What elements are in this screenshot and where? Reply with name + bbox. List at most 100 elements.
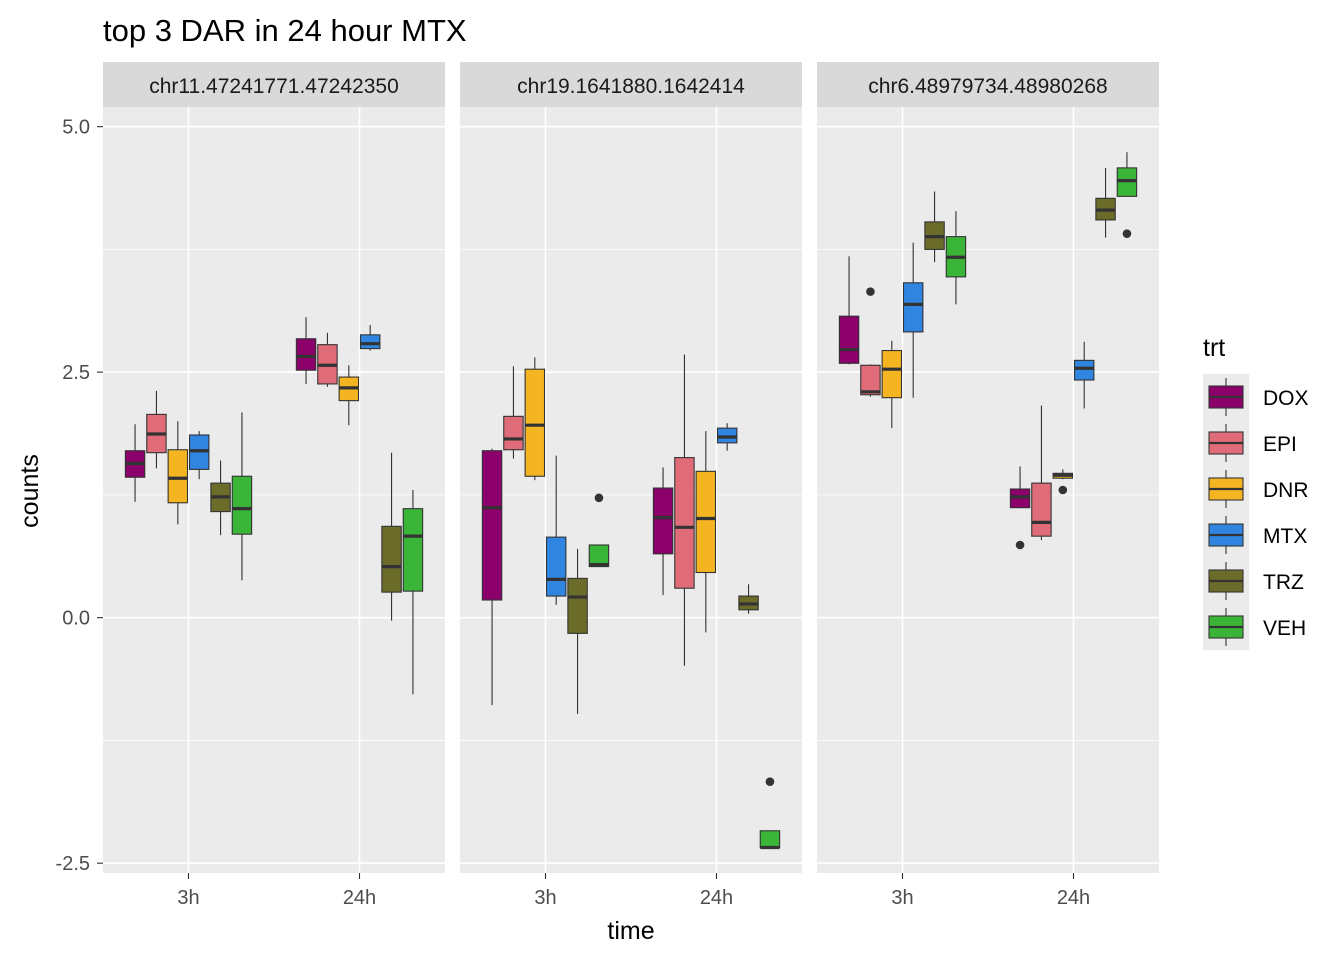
box-trz-3h: [924, 191, 945, 263]
box-dnr-24h: [1052, 469, 1074, 495]
facet-panel-3: chr6.48979734.48980268 3h 24h: [817, 62, 1159, 909]
box-iqr: [1031, 482, 1052, 537]
facet-strip: [460, 62, 802, 107]
box-veh-3h: [231, 412, 253, 581]
box-iqr: [652, 487, 674, 555]
box-iqr: [381, 525, 402, 593]
box-trz-24h: [1095, 167, 1116, 238]
y-axis: -2.5 0.0 2.5 5.0: [56, 117, 103, 875]
panel-background: [460, 107, 802, 873]
legend-label: TRZ: [1263, 571, 1304, 594]
box-iqr: [402, 508, 424, 592]
box-trz-24h: [381, 452, 402, 621]
box-trz-24h: [738, 584, 759, 614]
facet-panel-1: chr11.47241771.47242350 3h 24h: [103, 62, 445, 909]
box-dnr-3h: [524, 357, 546, 481]
outlier-point: [1058, 485, 1068, 495]
x-tick-label: 24h: [1057, 887, 1090, 909]
box-iqr: [359, 334, 381, 350]
y-tick-label: 5.0: [62, 117, 90, 139]
box-dox-24h: [652, 467, 674, 596]
facet-panel-2: chr19.1641880.1642414 3h 24h: [460, 62, 802, 909]
y-tick-label: 0.0: [62, 608, 90, 630]
facet-strip: [817, 62, 1159, 107]
box-iqr: [588, 544, 610, 568]
box-mtx-3h: [188, 431, 210, 480]
panel-background: [103, 107, 445, 873]
box-mtx-24h: [1073, 341, 1095, 409]
box-iqr: [503, 415, 524, 451]
box-veh-3h: [945, 211, 967, 305]
chart-title: top 3 DAR in 24 hour MTX: [103, 13, 467, 48]
x-tick-label: 24h: [700, 887, 733, 909]
legend-item-trz: TRZ: [1208, 562, 1304, 600]
legend-keys: DOX EPI DNR MTX TRZ VEH: [1203, 374, 1309, 650]
legend-key-background: [1203, 374, 1249, 650]
y-tick-label: 2.5: [62, 362, 90, 384]
legend-title: trt: [1203, 334, 1225, 362]
box-dnr-3h: [167, 421, 189, 525]
y-tick-label: -2.5: [56, 853, 90, 875]
legend-label: MTX: [1263, 525, 1307, 548]
legend-label: DOX: [1263, 387, 1309, 410]
box-iqr: [881, 349, 903, 399]
box-mtx-24h: [359, 325, 381, 351]
box-veh-24h: [759, 777, 781, 850]
box-iqr: [524, 368, 546, 477]
box-epi-3h: [860, 287, 881, 397]
box-dnr-24h: [695, 431, 717, 633]
outlier-point: [765, 777, 775, 786]
box-dox-3h: [481, 448, 503, 706]
y-axis-title: counts: [16, 454, 44, 528]
box-iqr: [695, 470, 717, 574]
box-iqr: [567, 577, 588, 634]
box-iqr: [481, 450, 503, 601]
box-veh-24h: [402, 490, 424, 695]
box-iqr: [231, 475, 253, 535]
box-dnr-3h: [881, 340, 903, 429]
box-iqr: [759, 830, 781, 849]
facet-strip: [103, 62, 445, 107]
x-axis-title: time: [607, 917, 654, 945]
box-trz-3h: [210, 460, 231, 536]
box-epi-3h: [503, 366, 524, 459]
x-tick-label: 24h: [343, 887, 376, 909]
facet-strip-label: chr6.48979734.48980268: [868, 75, 1107, 98]
x-tick-label: 3h: [534, 887, 556, 909]
outlier-point: [594, 493, 604, 503]
box-epi-3h: [146, 390, 167, 469]
box-epi-24h: [1031, 405, 1052, 541]
box-trz-3h: [567, 548, 588, 714]
outlier-point: [866, 287, 875, 296]
box-iqr: [545, 536, 567, 597]
outlier-point: [1122, 229, 1132, 238]
panel-background: [817, 107, 1159, 873]
box-veh-3h: [588, 493, 610, 568]
legend: trt DOX EPI DNR MTX TRZ VEH: [1203, 334, 1309, 650]
box-dnr-24h: [338, 365, 360, 426]
box-dox-3h: [838, 256, 860, 365]
legend-item-veh: VEH: [1208, 608, 1306, 646]
box-epi-24h: [674, 354, 695, 666]
box-iqr: [295, 338, 317, 371]
box-veh-24h: [1116, 152, 1138, 238]
box-mtx-3h: [545, 455, 567, 605]
x-tick-label: 3h: [891, 887, 913, 909]
x-tick-label: 3h: [177, 887, 199, 909]
box-iqr: [838, 315, 860, 364]
box-iqr: [860, 364, 881, 396]
legend-label: DNR: [1263, 479, 1309, 502]
facet-strip-label: chr11.47241771.47242350: [149, 75, 399, 98]
facet-strip-label: chr19.1641880.1642414: [517, 75, 745, 98]
legend-item-dnr: DNR: [1208, 470, 1309, 508]
box-dox-24h: [1009, 466, 1031, 550]
legend-item-dox: DOX: [1208, 378, 1309, 416]
legend-label: EPI: [1263, 433, 1297, 456]
box-iqr: [167, 449, 189, 504]
legend-item-mtx: MTX: [1208, 516, 1307, 554]
legend-item-epi: EPI: [1208, 424, 1297, 462]
box-dox-24h: [295, 317, 317, 384]
box-iqr: [674, 457, 695, 589]
